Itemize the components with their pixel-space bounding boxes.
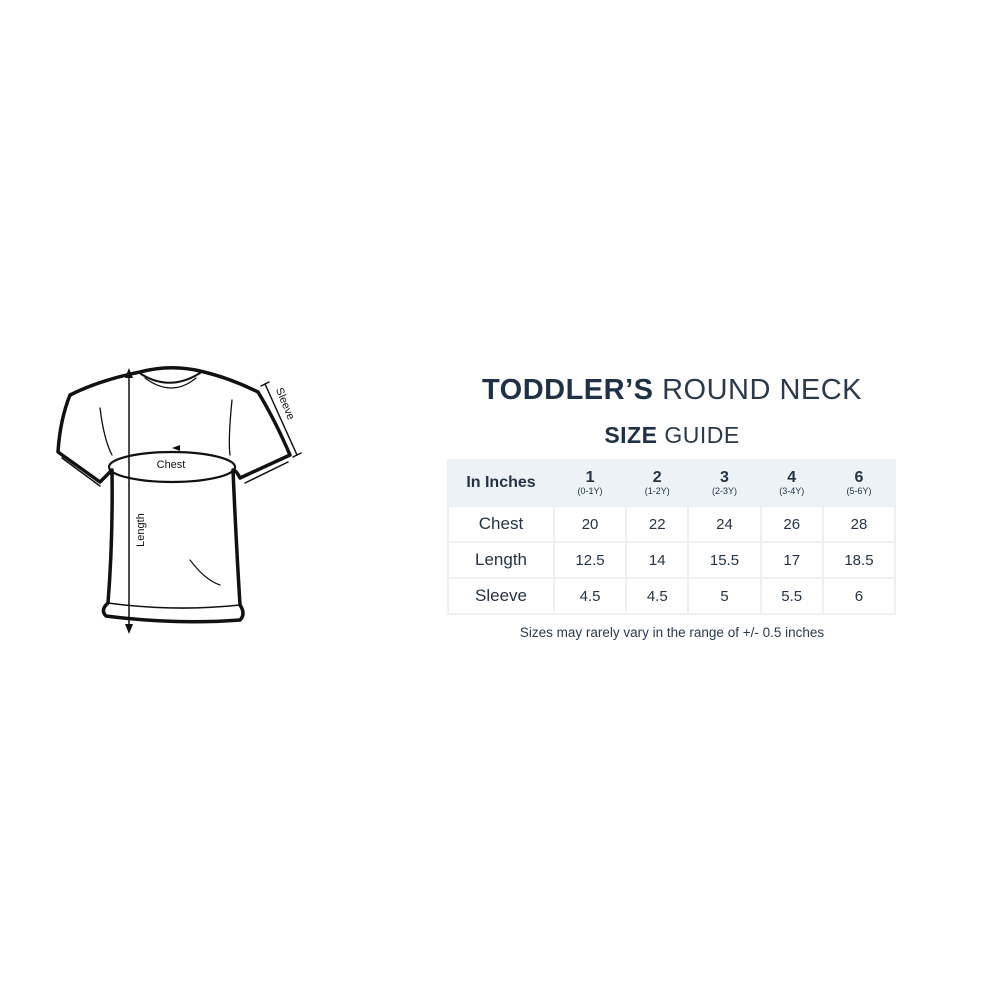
table-cell: 6	[821, 577, 897, 615]
table-row: Sleeve 4.5 4.5 5 5.5 6	[447, 577, 897, 615]
shirt-outline	[56, 366, 292, 624]
page-title: TODDLER’S ROUND NECK	[447, 374, 897, 407]
chest-measure-ellipse	[107, 450, 237, 484]
table-cell: 18.5	[821, 541, 897, 579]
size-header: 4 (3-4Y)	[759, 459, 824, 507]
table-cell: 5.5	[759, 577, 824, 615]
table-cell: 12.5	[552, 541, 628, 579]
size-variance-note: Sizes may rarely vary in the range of +/…	[519, 625, 825, 640]
row-label: Chest	[447, 505, 555, 543]
row-label: Length	[447, 541, 555, 579]
table-header-row: In Inches 1 (0-1Y) 2 (1-2Y) 3 (2-3Y) 4 (3-4Y…	[447, 459, 897, 507]
table-cell: 26	[759, 505, 824, 543]
table-cell: 4.5	[552, 577, 628, 615]
size-table: In Inches 1 (0-1Y) 2 (1-2Y) 3 (2-3Y) 4 (3-4Y…	[447, 459, 897, 615]
table-cell: 20	[552, 505, 628, 543]
tshirt-diagram: Chest Length Sleeve	[56, 366, 302, 634]
table-cell: 5	[687, 577, 762, 615]
size-header: 6 (5-6Y)	[821, 459, 897, 507]
table-cell: 24	[687, 505, 762, 543]
corner-header: In Inches	[447, 459, 555, 507]
subtitle-bold: SIZE	[604, 422, 658, 448]
length-label: Length	[135, 513, 147, 547]
sleeve-label: Sleeve	[273, 386, 297, 422]
size-header: 2 (1-2Y)	[625, 459, 690, 507]
page-subtitle: SIZE GUIDE	[447, 422, 897, 449]
table-row: Chest 20 22 24 26 28	[447, 505, 897, 543]
table-cell: 15.5	[687, 541, 762, 579]
chest-label: Chest	[157, 459, 186, 471]
sleeve-measure-line	[264, 383, 298, 456]
title-light: ROUND NECK	[662, 374, 863, 406]
table-cell: 22	[625, 505, 690, 543]
title-bold: TODDLER’S	[481, 374, 654, 406]
table-cell: 28	[821, 505, 897, 543]
table-row: Length 12.5 14 15.5 17 18.5	[447, 541, 897, 579]
table-cell: 14	[625, 541, 690, 579]
size-header: 1 (0-1Y)	[552, 459, 628, 507]
subtitle-light: GUIDE	[664, 422, 740, 448]
size-header: 3 (2-3Y)	[687, 459, 762, 507]
row-label: Sleeve	[447, 577, 555, 615]
table-cell: 17	[759, 541, 824, 579]
table-cell: 4.5	[625, 577, 690, 615]
